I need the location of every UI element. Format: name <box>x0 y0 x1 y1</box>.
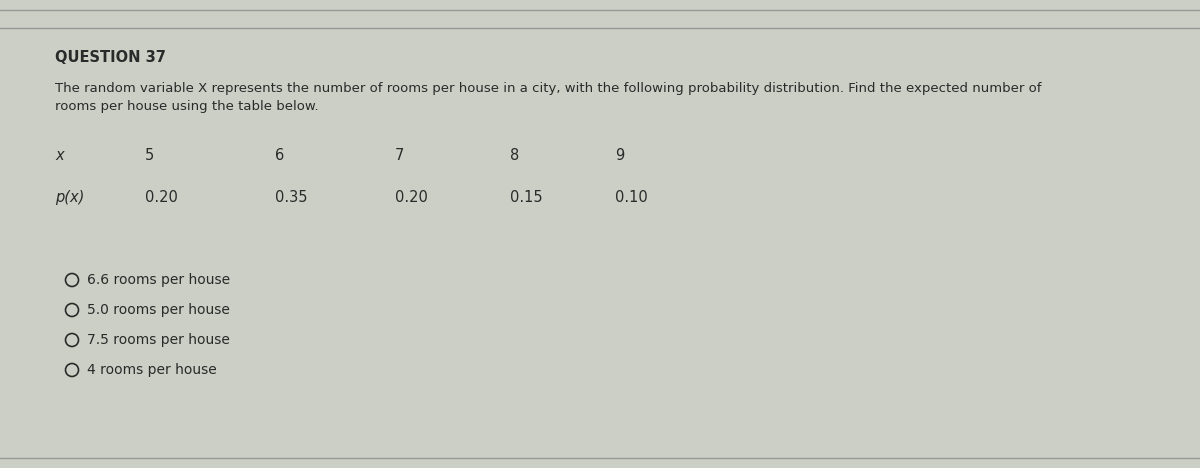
Text: x: x <box>55 148 64 163</box>
Text: p(x): p(x) <box>55 190 84 205</box>
Text: 0.20: 0.20 <box>145 190 178 205</box>
Text: 9: 9 <box>616 148 624 163</box>
Text: 0.20: 0.20 <box>395 190 428 205</box>
Text: 7.5 rooms per house: 7.5 rooms per house <box>88 333 230 347</box>
Text: 6.6 rooms per house: 6.6 rooms per house <box>88 273 230 287</box>
Text: 5: 5 <box>145 148 155 163</box>
Text: 6: 6 <box>275 148 284 163</box>
Text: rooms per house using the table below.: rooms per house using the table below. <box>55 100 319 113</box>
Text: QUESTION 37: QUESTION 37 <box>55 50 166 65</box>
Text: 0.35: 0.35 <box>275 190 307 205</box>
Text: 0.15: 0.15 <box>510 190 542 205</box>
Text: 0.10: 0.10 <box>616 190 648 205</box>
Text: 5.0 rooms per house: 5.0 rooms per house <box>88 303 230 317</box>
Text: 7: 7 <box>395 148 404 163</box>
Text: 8: 8 <box>510 148 520 163</box>
Text: 4 rooms per house: 4 rooms per house <box>88 363 217 377</box>
Text: The random variable X represents the number of rooms per house in a city, with t: The random variable X represents the num… <box>55 82 1042 95</box>
